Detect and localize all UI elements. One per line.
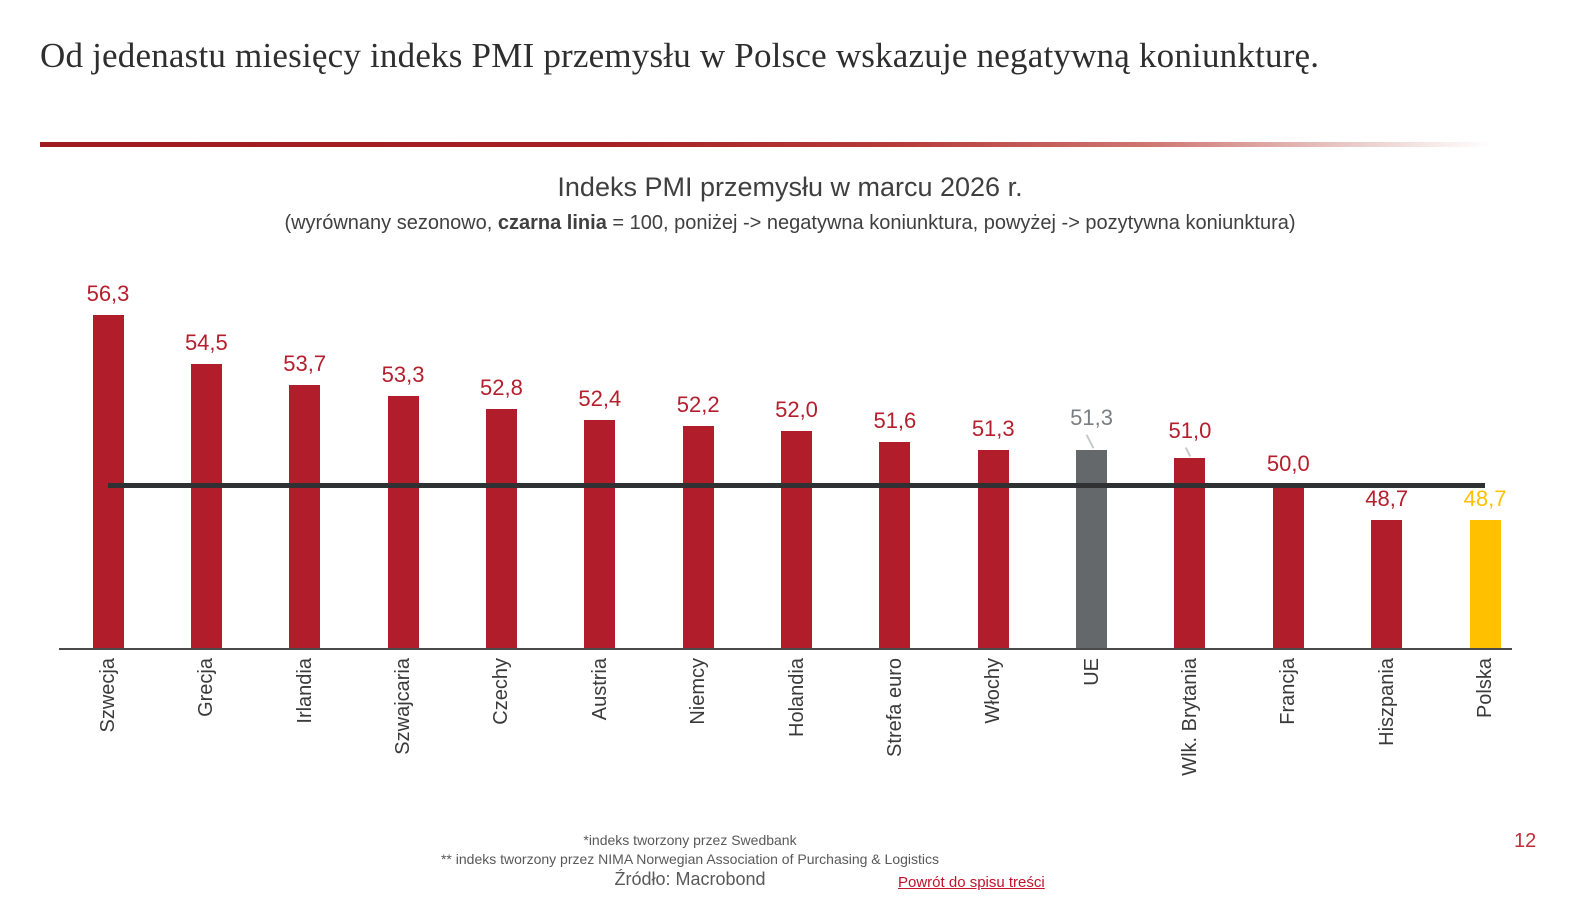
back-to-toc-link[interactable]: Powrót do spisu treści (898, 874, 1045, 891)
bar-irlandia (289, 385, 321, 649)
bar-value-czechy: 52,8 (480, 375, 523, 401)
bar-niemcy (682, 425, 714, 649)
bar-holandia (781, 431, 813, 649)
x-axis-label-włochy: Włochy (982, 658, 1005, 724)
x-axis-label-szwecja: Szwecja (97, 658, 119, 733)
bar-value-włochy: 51,3 (971, 415, 1015, 441)
bar-austria (584, 420, 616, 649)
bar-value-szwajcaria: 53,3 (381, 361, 425, 387)
x-axis-label-szwajcaria: Szwajcaria (392, 658, 415, 755)
footnote-swedbank: *indeks tworzony przez Swedbank (583, 832, 797, 848)
x-axis-label-holandia: Holandia (785, 658, 808, 737)
bar-włochy (977, 449, 1009, 649)
bar-value-holandia: 52,0 (775, 397, 818, 422)
bar-value-grecja: 54,5 (184, 329, 228, 355)
bar-ue (1076, 449, 1108, 649)
bar-hiszpania (1371, 520, 1403, 649)
bar-value-irlandia: 53,7 (283, 351, 327, 377)
bar-francja (1272, 485, 1304, 649)
chart-subtitle-prefix: (wyrównany sezonowo, (284, 212, 498, 234)
bar-czechy (485, 409, 517, 649)
bar-value-francja: 50,0 (1266, 451, 1310, 476)
bar-grecja (190, 363, 222, 649)
leader-line-wlk-brytania (1184, 447, 1192, 457)
x-axis-label-grecja: Grecja (195, 658, 218, 717)
x-axis-label-francja: Francja (1277, 658, 1300, 725)
chart-subtitle-bold: czarna linia (497, 212, 607, 234)
footnote-nima: ** indeks tworzony przez NIMA Norwegian … (440, 851, 939, 867)
page-number: 12 (1514, 830, 1537, 852)
bar-value-niemcy: 52,2 (676, 391, 720, 417)
chart-title: Indeks PMI przemysłu w marcu 2026 r. (557, 172, 1023, 202)
bar-polska (1469, 520, 1501, 649)
x-axis-label-czechy: Czechy (490, 658, 513, 725)
bar-value-polska: 48,7 (1463, 486, 1507, 512)
bar-value-szwecja: 56,3 (86, 280, 130, 306)
source-label: Źródło: Macrobond (614, 869, 766, 889)
bar-value-ue: 51,3 (1070, 404, 1113, 430)
slide-title: Od jedenastu miesięcy indeks PMI przemys… (40, 36, 1320, 75)
x-axis-label-strefa-euro: Strefa euro (883, 658, 906, 757)
chart-subtitle-suffix: = 100, poniżej -> negatywna koniunktura,… (606, 212, 1296, 234)
bar-wlk-brytania (1174, 458, 1206, 649)
bar-value-strefa-euro: 51,6 (873, 407, 917, 433)
x-axis-label-hiszpania: Hiszpania (1375, 658, 1398, 746)
x-axis-label-irlandia: Irlandia (293, 658, 316, 724)
bar-strefa-euro (879, 441, 911, 649)
reference-line-50 (108, 482, 1486, 488)
leader-line-ue (1085, 434, 1094, 449)
header-divider-rule (40, 142, 1520, 147)
x-axis-label-wlk-brytania: Wlk. Brytania (1178, 658, 1201, 776)
x-axis-label-austria: Austria (588, 658, 611, 721)
bar-szwajcaria (387, 395, 419, 649)
x-axis-label-ue: UE (1080, 658, 1103, 686)
x-axis-line (59, 648, 1512, 650)
bar-value-austria: 52,4 (578, 386, 622, 412)
x-axis-label-niemcy: Niemcy (687, 658, 710, 725)
x-axis-label-polska: Polska (1474, 658, 1497, 719)
bar-value-wlk-brytania: 51,0 (1168, 418, 1212, 443)
bar-szwecja (92, 314, 124, 649)
chart-subtitle: (wyrównany sezonowo, czarna linia = 100,… (40, 212, 1540, 235)
bar-value-hiszpania: 48,7 (1365, 486, 1409, 512)
